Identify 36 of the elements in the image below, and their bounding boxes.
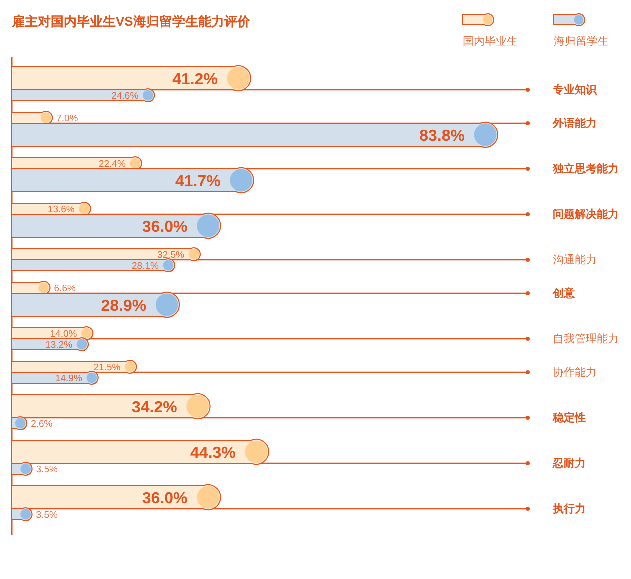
y-tick-label: 稳定性 <box>552 412 586 425</box>
y-tick-label: 沟通能力 <box>553 254 597 267</box>
y-tick-label: 创意 <box>552 287 576 300</box>
data-label: 41.7% <box>175 173 221 190</box>
data-label: 36.0% <box>142 490 188 508</box>
y-tick-label: 专业知识 <box>552 84 598 97</box>
data-label: 24.6% <box>112 90 140 102</box>
data-label: 3.5% <box>36 464 59 476</box>
y-tick-label: 自我管理能力 <box>553 332 619 346</box>
legend-label: 国内毕业生 <box>463 35 518 48</box>
y-tick-label: 独立思考能力 <box>552 162 619 176</box>
data-label: 14.9% <box>55 373 83 384</box>
data-label: 21.5% <box>94 362 122 374</box>
data-label: 83.8% <box>420 128 465 145</box>
data-label: 28.1% <box>132 260 160 272</box>
data-label: 13.2% <box>46 340 74 351</box>
y-tick-label: 外语能力 <box>552 117 597 130</box>
data-label: 32.5% <box>158 250 186 261</box>
y-tick-label: 忍耐力 <box>552 457 586 470</box>
chart-title: 雇主对国内毕业生VS海归留学生能力评价 <box>11 14 252 29</box>
data-label: 2.6% <box>31 418 54 430</box>
data-label: 36.0% <box>142 218 188 236</box>
data-label: 28.9% <box>101 298 147 315</box>
data-label: 13.6% <box>48 204 76 216</box>
data-label: 14.0% <box>50 328 78 340</box>
data-label: 6.6% <box>54 283 76 294</box>
data-label: 34.2% <box>132 399 178 416</box>
data-label: 22.4% <box>98 158 126 170</box>
y-tick-label: 协作能力 <box>553 366 597 380</box>
y-tick-label: 问题解决能力 <box>553 208 619 222</box>
data-label: 3.5% <box>36 510 59 521</box>
legend-label: 海归留学生 <box>554 35 609 48</box>
data-label: 7.0% <box>56 113 79 124</box>
data-label: 41.2% <box>172 71 218 88</box>
y-tick-label: 执行力 <box>552 502 586 516</box>
data-label: 44.3% <box>190 444 236 462</box>
